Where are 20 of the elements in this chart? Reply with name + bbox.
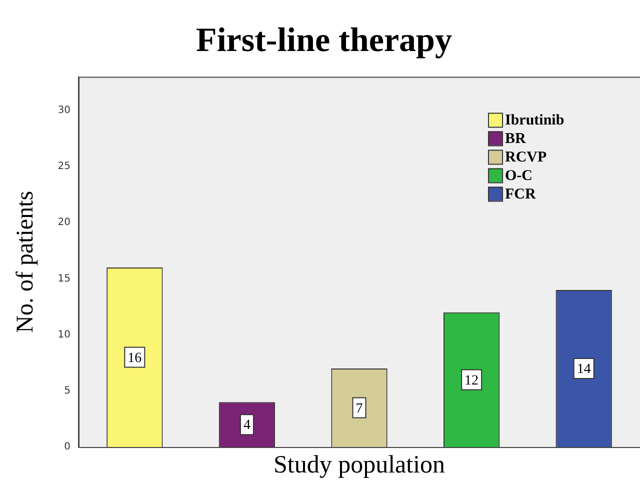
x-axis-title: Study population [273,452,446,479]
y-tick-label: 15 [58,273,71,284]
legend-label: RCVP [505,150,547,166]
y-tick-label: 20 [58,217,71,228]
y-tick-label: 25 [58,161,71,172]
data-label: 12 [464,373,479,388]
data-label: 16 [128,350,142,366]
data-label: 4 [243,418,250,434]
legend-label: FCR [505,186,536,203]
legend-label: BR [505,131,526,148]
legend-label: O-C [505,168,532,184]
chart-title: First-line therapy [196,22,452,60]
y-tick-label: 0 [64,442,71,453]
y-tick-label: 5 [64,386,71,397]
data-label: 7 [356,401,363,416]
y-tick-label: 10 [58,329,71,340]
data-label: 14 [576,362,591,378]
y-tick-label: 30 [58,105,71,116]
legend-label: Ibrutinib [505,112,564,129]
y-axis-title: No. of patients [12,190,39,333]
